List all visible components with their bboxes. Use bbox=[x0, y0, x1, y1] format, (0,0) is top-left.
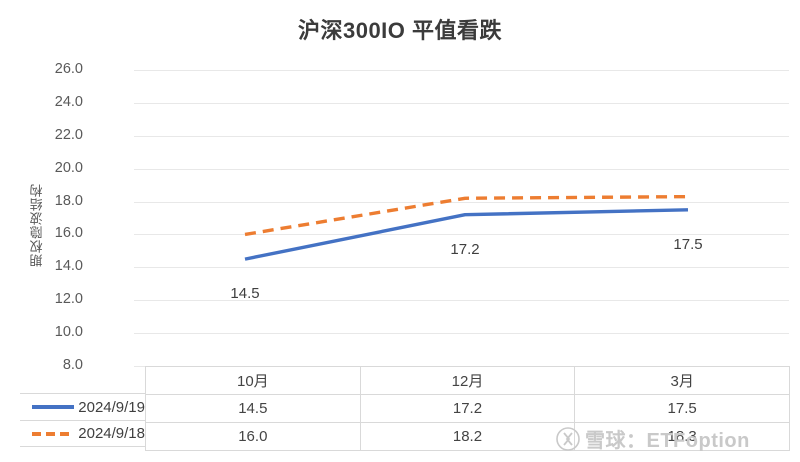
table-cell: 17.2 bbox=[359, 394, 576, 423]
legend-swatch-icon bbox=[32, 431, 75, 436]
series-lines bbox=[244, 194, 689, 261]
gridline bbox=[134, 102, 789, 104]
data-point-label: 14.5 bbox=[230, 285, 260, 303]
table-row: 16.0 18.2 18.3 bbox=[145, 422, 790, 451]
chart-legend: 2024/9/19 2024/9/18 bbox=[20, 393, 145, 447]
legend-swatch-icon bbox=[32, 405, 75, 409]
gridline bbox=[134, 333, 789, 335]
chart-title: 沪深300IO 平值看跌 bbox=[297, 18, 503, 43]
y-axis-tick-label: 8.0 bbox=[62, 357, 83, 373]
plot-area: 26.0 24.0 22.0 20.0 18.0 16.0 14.0 12.0 10.0 8.0 bbox=[55, 61, 789, 373]
data-table: 10月 12月 3月 14.5 17.2 17.5 16.0 18.2 18.3 bbox=[145, 366, 790, 451]
data-point-label: 17.5 bbox=[673, 235, 703, 253]
legend-row[interactable]: 2024/9/19 bbox=[20, 393, 145, 420]
gridline bbox=[134, 70, 789, 71]
series-line-2024-9-18 bbox=[244, 194, 689, 237]
y-axis-tick-label: 16.0 bbox=[54, 225, 83, 242]
table-header-cell: 12月 bbox=[359, 366, 576, 395]
table-cell: 17.5 bbox=[574, 394, 790, 423]
series-line-2024-9-19 bbox=[244, 208, 689, 261]
table-cell: 18.3 bbox=[574, 422, 790, 451]
gridline bbox=[134, 201, 789, 203]
gridline bbox=[134, 234, 789, 236]
legend-row[interactable]: 2024/9/18 bbox=[20, 420, 145, 447]
gridline bbox=[134, 267, 789, 269]
y-axis-tick-label: 22.0 bbox=[54, 126, 83, 143]
gridline bbox=[134, 168, 789, 170]
legend-label: 2024/9/19 bbox=[78, 398, 145, 416]
y-axis-tick-label: 12.0 bbox=[54, 291, 83, 308]
legend-label: 2024/9/18 bbox=[78, 425, 145, 442]
table-header-row: 10月 12月 3月 bbox=[145, 366, 790, 395]
y-axis-tick-label: 26.0 bbox=[54, 61, 83, 77]
table-cell: 16.0 bbox=[145, 422, 361, 451]
y-axis-tick-label: 14.0 bbox=[54, 258, 83, 275]
y-axis-tick-label: 18.0 bbox=[54, 192, 83, 209]
table-header-cell: 10月 bbox=[145, 366, 361, 395]
y-axis-tick-label: 20.0 bbox=[54, 159, 83, 176]
table-row: 14.5 17.2 17.5 bbox=[145, 394, 790, 423]
gridline bbox=[134, 135, 789, 137]
table-header-cell: 3月 bbox=[574, 366, 790, 395]
y-axis-tick-label: 24.0 bbox=[54, 93, 83, 110]
table-cell: 18.2 bbox=[359, 422, 576, 451]
table-cell: 14.5 bbox=[145, 394, 361, 423]
gridline bbox=[134, 300, 789, 302]
y-axis-tick-label: 10.0 bbox=[54, 324, 83, 341]
data-point-label: 17.2 bbox=[450, 240, 480, 258]
